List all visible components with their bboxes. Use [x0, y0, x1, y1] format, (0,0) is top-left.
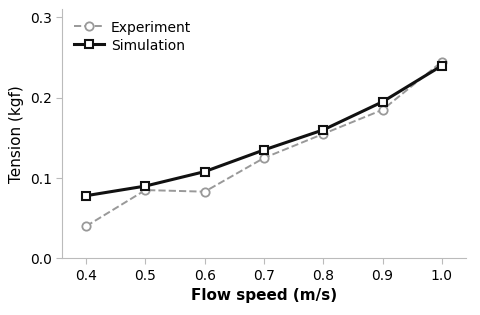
Experiment — [261, 156, 267, 160]
Legend: Experiment, Simulation: Experiment, Simulation — [69, 16, 195, 57]
Line: Experiment: Experiment — [82, 57, 446, 230]
Experiment — [439, 60, 445, 64]
Simulation — [83, 194, 89, 198]
Experiment — [321, 132, 326, 136]
Line: Simulation: Simulation — [82, 61, 446, 200]
Y-axis label: Tension (kgf): Tension (kgf) — [10, 85, 24, 183]
Experiment — [202, 190, 207, 193]
Simulation — [321, 128, 326, 132]
Simulation — [439, 64, 445, 67]
Simulation — [143, 184, 148, 188]
Simulation — [380, 100, 385, 104]
X-axis label: Flow speed (m/s): Flow speed (m/s) — [191, 288, 337, 303]
Experiment — [143, 188, 148, 192]
Experiment — [380, 108, 385, 112]
Simulation — [202, 170, 207, 174]
Simulation — [261, 148, 267, 152]
Experiment — [83, 224, 89, 228]
